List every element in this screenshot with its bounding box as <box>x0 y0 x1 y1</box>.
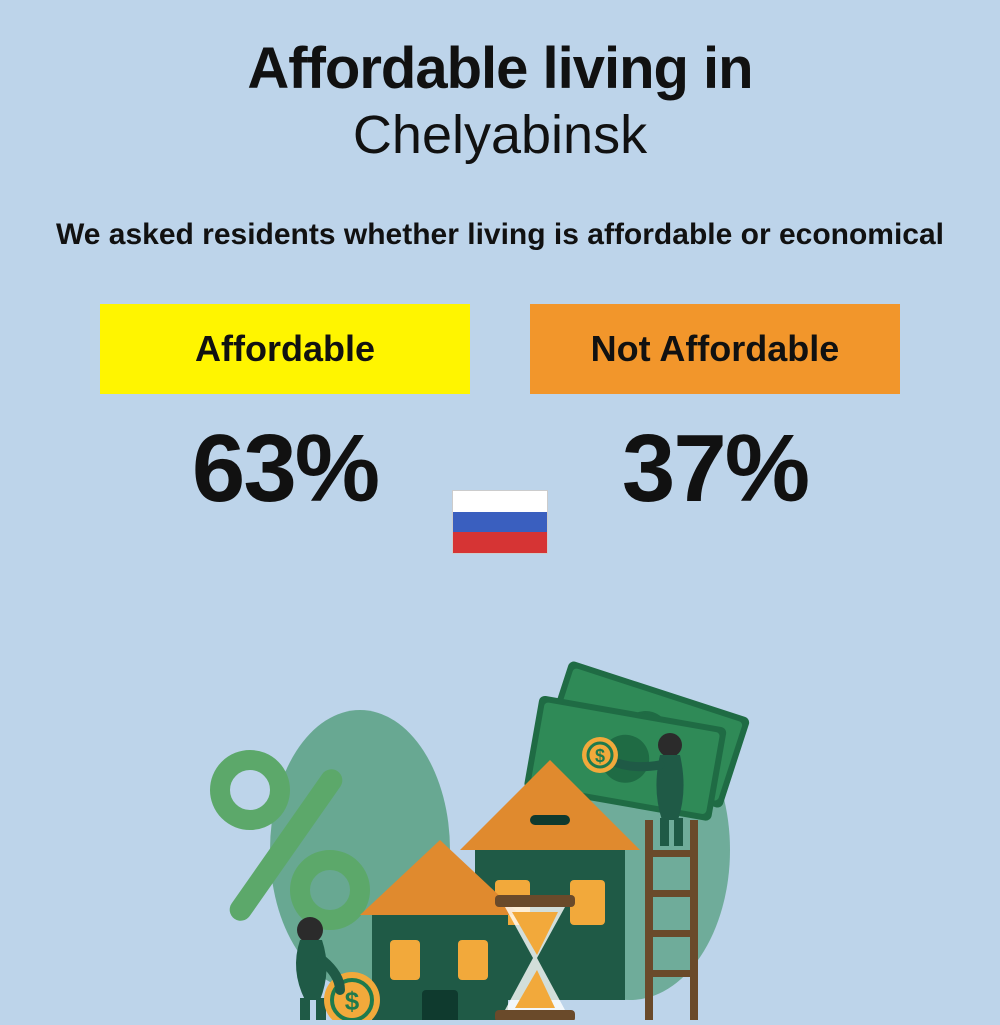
card-affordable-label: Affordable <box>100 304 470 394</box>
title-line1: Affordable living in <box>0 35 1000 102</box>
subtitle: We asked residents whether living is aff… <box>0 216 1000 254</box>
svg-text:$: $ <box>595 746 605 766</box>
housing-money-illustration: $ $ <box>200 640 800 1020</box>
card-affordable-value: 63% <box>100 414 470 524</box>
russia-flag-icon <box>452 490 548 554</box>
card-affordable: Affordable 63% <box>100 304 470 524</box>
svg-text:$: $ <box>345 986 360 1016</box>
card-not-affordable: Not Affordable 37% <box>530 304 900 524</box>
card-not-affordable-label: Not Affordable <box>530 304 900 394</box>
flag-stripe-2 <box>453 512 547 533</box>
flag-stripe-1 <box>453 491 547 512</box>
flag-stripe-3 <box>453 532 547 553</box>
title-city: Chelyabinsk <box>0 104 1000 166</box>
card-not-affordable-value: 37% <box>530 414 900 524</box>
